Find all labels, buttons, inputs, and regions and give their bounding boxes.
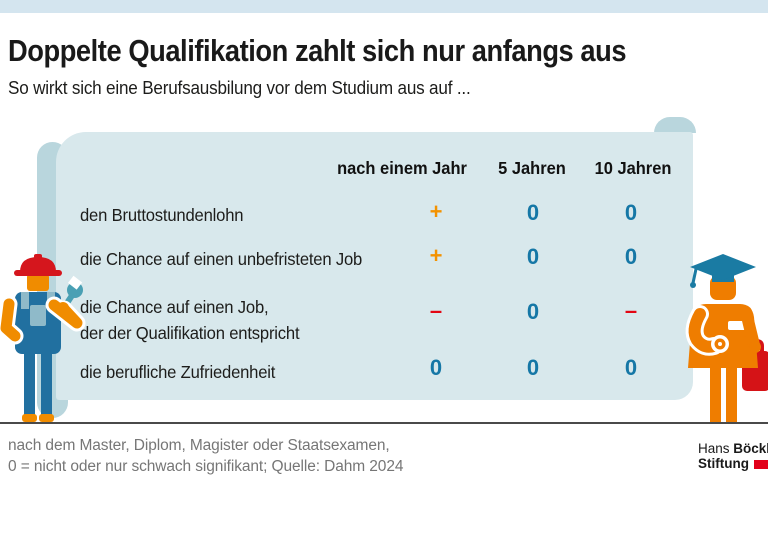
worker-head <box>27 274 49 291</box>
column-header-3: 10 Jahren <box>594 158 672 178</box>
logo-name-bold: Böckler <box>733 441 768 456</box>
value-cell: – <box>624 298 638 323</box>
footnote-line-2: 0 = nicht oder nur schwach signifikant; … <box>8 458 404 475</box>
infographic-panel <box>56 132 693 400</box>
worker-illustration <box>0 254 86 422</box>
row-label: die Chance auf einen Job, der der Qualif… <box>80 297 300 343</box>
value-cell: + <box>429 199 443 224</box>
graduation-cap-icon <box>690 254 756 288</box>
graduate-leg <box>710 364 721 423</box>
logo: Hans Böckler Stiftung <box>698 441 768 471</box>
footnote-line-1: nach dem Master, Diplom, Magister oder S… <box>8 437 390 454</box>
graduate-arm <box>688 308 720 353</box>
wristwatch-icon <box>711 335 729 353</box>
value-cell: 0 <box>526 299 540 324</box>
page-title: Doppelte Qualifikation zahlt sich nur an… <box>8 33 627 68</box>
logo-stiftung: Stiftung <box>698 456 749 471</box>
graduate-leg <box>726 364 737 423</box>
hard-hat-icon <box>14 254 62 276</box>
logo-stiftung-line: Stiftung <box>698 456 768 471</box>
column-header-2: 5 Jahren <box>498 158 566 178</box>
worker-shoe <box>22 414 37 422</box>
value-cell: 0 <box>624 355 638 380</box>
value-cell: 0 <box>526 200 540 225</box>
worker-shoe <box>39 414 54 422</box>
page-subtitle: So wirkt sich eine Berufsausbilung vor d… <box>8 78 471 98</box>
ground-line <box>0 422 768 424</box>
panel-corner-bump <box>654 117 696 133</box>
logo-name-line: Hans Böckler <box>698 441 768 456</box>
logo-name-regular: Hans <box>698 441 730 456</box>
graduate-arm <box>740 306 760 351</box>
chest-pocket <box>728 321 746 330</box>
graduate-illustration <box>685 254 768 423</box>
top-accent-bar <box>0 0 768 13</box>
row-label: die berufliche Zufriedenheit <box>80 362 276 382</box>
value-cell: 0 <box>624 200 638 225</box>
column-header-1: nach einem Jahr <box>337 158 467 178</box>
value-cell: 0 <box>429 355 443 380</box>
worker-hand <box>57 302 69 314</box>
row-label: die Chance auf einen unbefristeten Job <box>80 249 363 269</box>
value-cell: + <box>429 243 443 268</box>
value-cell: – <box>429 298 443 323</box>
value-cell: 0 <box>526 244 540 269</box>
value-cell: 0 <box>624 244 638 269</box>
worker-leg <box>24 350 35 416</box>
worker-arm <box>0 298 21 342</box>
row-label: den Bruttostundenlohn <box>80 205 244 225</box>
value-cell: 0 <box>526 355 540 380</box>
logo-mark-red <box>753 460 768 469</box>
overall-bib <box>30 305 46 326</box>
graduate-hand <box>749 341 761 353</box>
worker-leg <box>41 350 52 416</box>
overall-strap <box>21 292 29 309</box>
